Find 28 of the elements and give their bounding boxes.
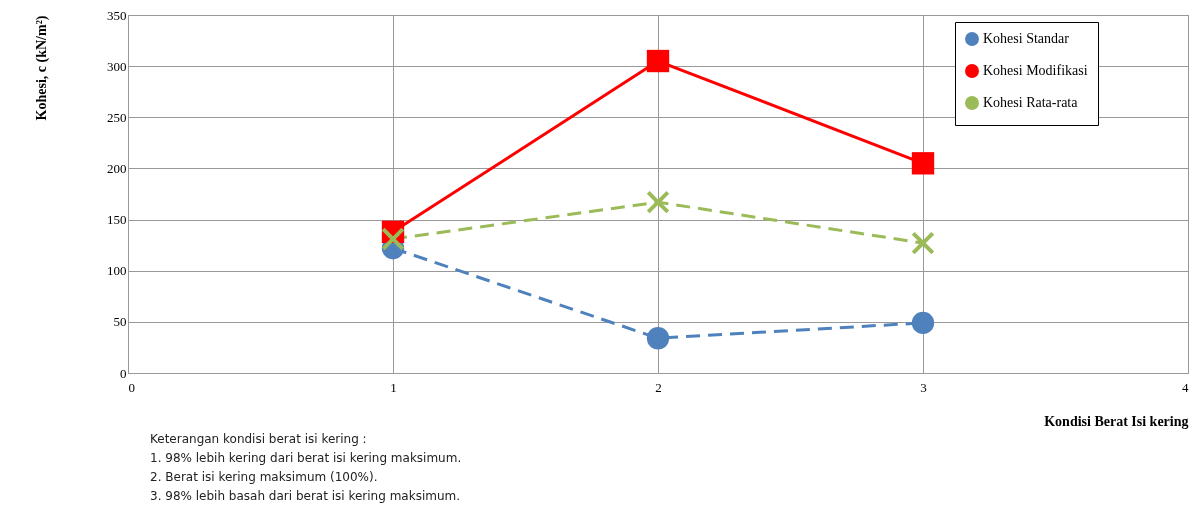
y-tick-label: 150 xyxy=(107,212,127,228)
y-tick-label: 350 xyxy=(107,7,127,23)
x-tick-label: 1 xyxy=(390,379,397,395)
legend-label: Kohesi Standar xyxy=(983,31,1070,46)
legend-label: Kohesi Modifikasi xyxy=(983,63,1088,78)
y-tick-label: 100 xyxy=(107,263,127,279)
point xyxy=(911,311,935,335)
y-tick-label: 250 xyxy=(107,109,127,125)
legend-label: Kohesi Rata-rata xyxy=(983,95,1079,110)
x-tick-label: 4 xyxy=(1182,379,1189,395)
point xyxy=(646,191,670,214)
x-tick-label: 2 xyxy=(655,379,662,395)
text: 1. 98% lebih kering dari berat isi kering maksimum. xyxy=(150,450,462,467)
point xyxy=(911,231,935,255)
point xyxy=(646,327,670,350)
text: 3. 98% lebih basah dari berat isi kering maksimum. xyxy=(150,488,461,505)
y-tick-label: 200 xyxy=(107,160,127,176)
x-tick-label: 3 xyxy=(920,379,927,395)
y-tick-label: 0 xyxy=(120,365,127,381)
y-tick-label: 50 xyxy=(113,314,127,330)
point xyxy=(911,152,935,175)
x-axis-title: Kondisi Berat Isi kering xyxy=(1044,413,1189,429)
text: Keterangan kondisi berat isi kering : xyxy=(150,431,368,448)
y-axis-title: Kohesi, c (kN/m²) xyxy=(34,15,50,121)
y-tick-label: 300 xyxy=(107,58,127,74)
text: 2. Berat isi kering maksimum (100%). xyxy=(150,469,379,486)
point xyxy=(646,49,670,73)
point xyxy=(381,227,405,251)
